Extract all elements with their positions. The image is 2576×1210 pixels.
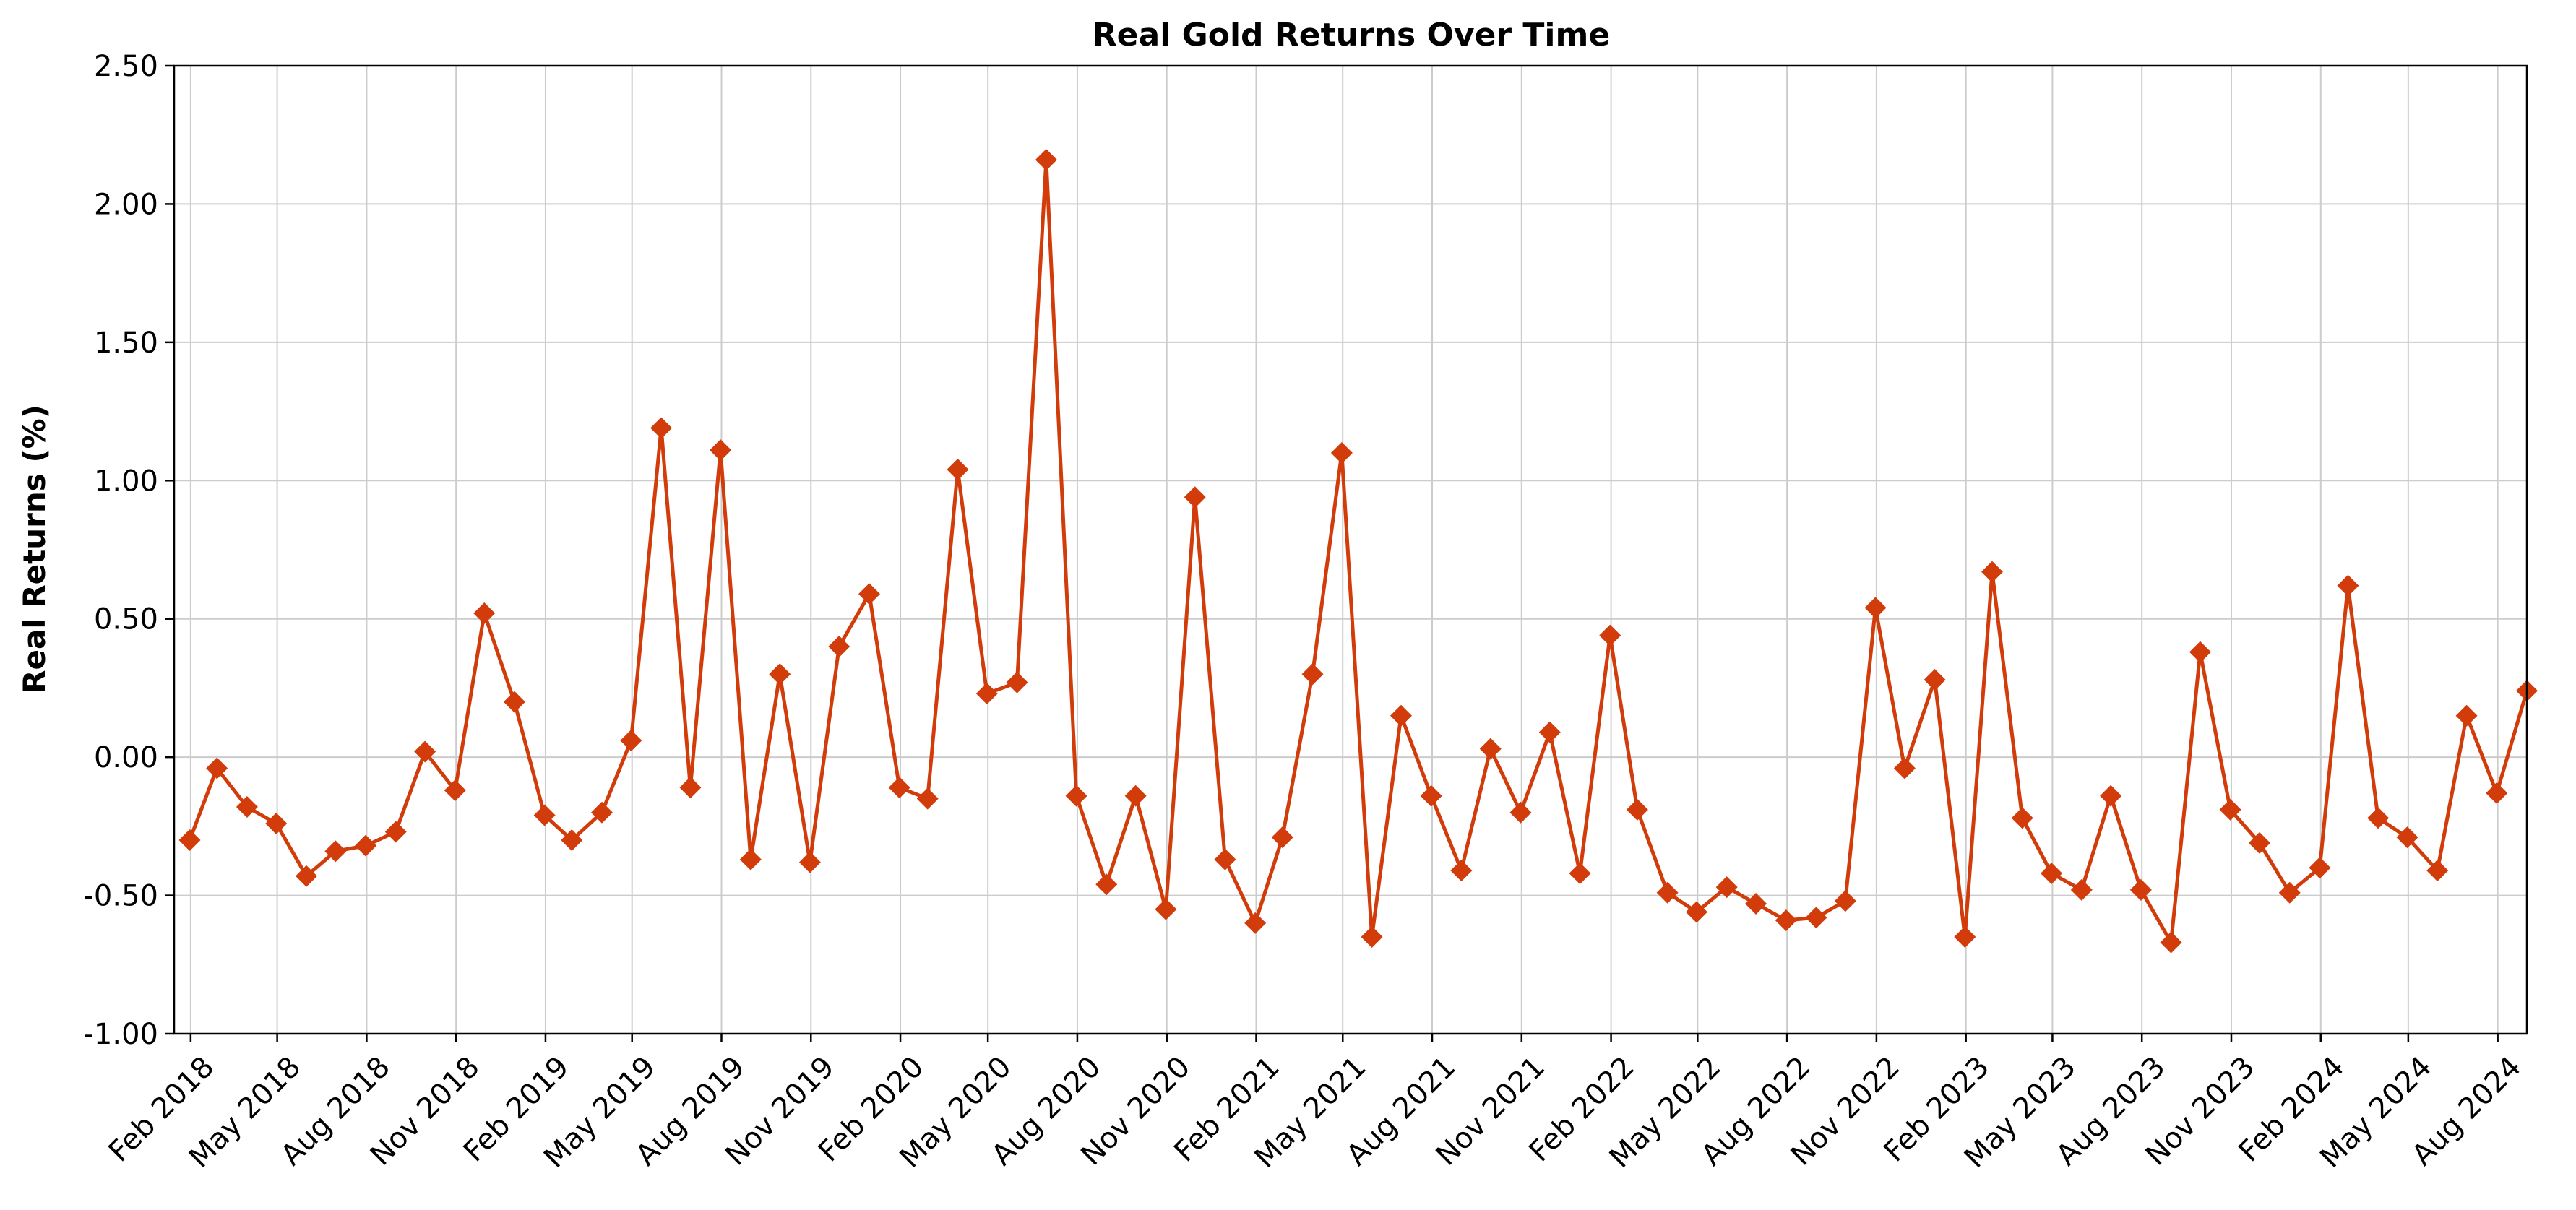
data-point xyxy=(679,777,702,799)
data-point xyxy=(1095,873,1118,896)
series-real-returns xyxy=(178,149,2538,954)
data-point xyxy=(975,683,998,705)
data-point xyxy=(1599,624,1621,647)
series-line xyxy=(188,157,2529,945)
data-point xyxy=(2070,878,2093,901)
plot-frame xyxy=(173,64,2528,1035)
y-tick-label: -0.50 xyxy=(84,880,159,913)
data-point xyxy=(355,834,377,857)
data-point xyxy=(1538,721,1561,743)
data-point xyxy=(414,740,436,763)
data-point xyxy=(1450,860,1473,882)
chart-title: Real Gold Returns Over Time xyxy=(1093,17,1610,53)
data-point xyxy=(1834,890,1856,912)
data-point xyxy=(1244,912,1267,934)
data-point xyxy=(2249,831,2270,854)
data-point xyxy=(2219,798,2241,821)
data-point xyxy=(236,796,258,818)
data-point xyxy=(1864,597,1887,619)
data-point xyxy=(2396,826,2418,849)
data-point xyxy=(2011,807,2033,829)
y-tick-label: 0.50 xyxy=(94,603,158,636)
grid-lines xyxy=(174,65,2527,1034)
data-point xyxy=(2367,807,2390,829)
data-point xyxy=(769,663,791,686)
data-point xyxy=(1745,893,1767,915)
y-axis-label: Real Returns (%) xyxy=(17,405,52,693)
data-point xyxy=(620,730,642,752)
data-point xyxy=(1124,785,1147,807)
data-point xyxy=(265,813,288,835)
data-point xyxy=(1420,785,1442,807)
data-point xyxy=(1065,785,1087,807)
data-point xyxy=(858,583,880,605)
data-point xyxy=(798,851,821,873)
y-tick-label: -1.00 xyxy=(84,1018,159,1051)
data-point xyxy=(1361,926,1383,948)
y-tick-label: 1.00 xyxy=(94,464,158,498)
data-point xyxy=(444,779,466,802)
data-point xyxy=(1509,801,1532,824)
data-point xyxy=(1656,881,1679,904)
data-point xyxy=(1214,848,1236,870)
data-point xyxy=(828,636,850,657)
data-point xyxy=(295,865,317,887)
data-point xyxy=(2041,862,2063,884)
data-point xyxy=(2100,785,2122,807)
data-point xyxy=(2189,641,2211,663)
data-point xyxy=(739,848,762,870)
y-tick-label: 1.50 xyxy=(94,327,158,360)
data-point xyxy=(1715,876,1738,899)
data-point xyxy=(1954,926,1976,948)
y-axis: -1.00 -0.50 0.00 0.50 1.00 1.50 2.00 2.50 xyxy=(84,50,174,1051)
data-point xyxy=(178,829,201,851)
data-point xyxy=(206,757,228,779)
y-tick-label: 2.00 xyxy=(94,188,158,221)
data-point xyxy=(650,417,673,439)
data-point xyxy=(2129,878,2152,901)
data-point xyxy=(1893,757,1916,779)
data-point xyxy=(1155,898,1177,920)
data-point xyxy=(1626,798,1648,821)
data-point xyxy=(1330,442,1353,464)
data-point xyxy=(384,821,407,843)
data-point xyxy=(2160,931,2182,954)
data-point xyxy=(1924,668,1946,691)
data-point xyxy=(1981,561,2003,583)
data-point xyxy=(2455,704,2478,727)
data-point xyxy=(916,787,939,810)
data-point xyxy=(1479,738,1502,760)
data-point xyxy=(2309,857,2331,879)
data-point xyxy=(947,458,969,480)
data-point xyxy=(324,840,347,863)
data-point xyxy=(1390,704,1412,727)
y-tick-label: 2.50 xyxy=(94,50,158,83)
data-point xyxy=(503,691,525,713)
data-point xyxy=(1006,671,1028,693)
data-point xyxy=(1271,826,1293,849)
data-point xyxy=(1184,486,1206,509)
data-point xyxy=(2337,574,2359,597)
data-point xyxy=(888,777,910,799)
data-point xyxy=(1569,862,1591,884)
data-point xyxy=(1301,663,1324,686)
data-point xyxy=(2486,782,2508,804)
data-point xyxy=(2278,881,2301,904)
data-point xyxy=(473,602,496,625)
data-point xyxy=(1775,909,1797,932)
data-point xyxy=(1035,149,1057,171)
data-point xyxy=(533,804,556,826)
data-point xyxy=(591,801,613,824)
data-point xyxy=(1685,901,1707,923)
data-point xyxy=(2426,860,2449,882)
y-tick-label: 0.00 xyxy=(94,741,158,774)
data-point xyxy=(1805,907,1827,929)
data-point xyxy=(710,439,732,462)
data-point xyxy=(561,829,583,851)
